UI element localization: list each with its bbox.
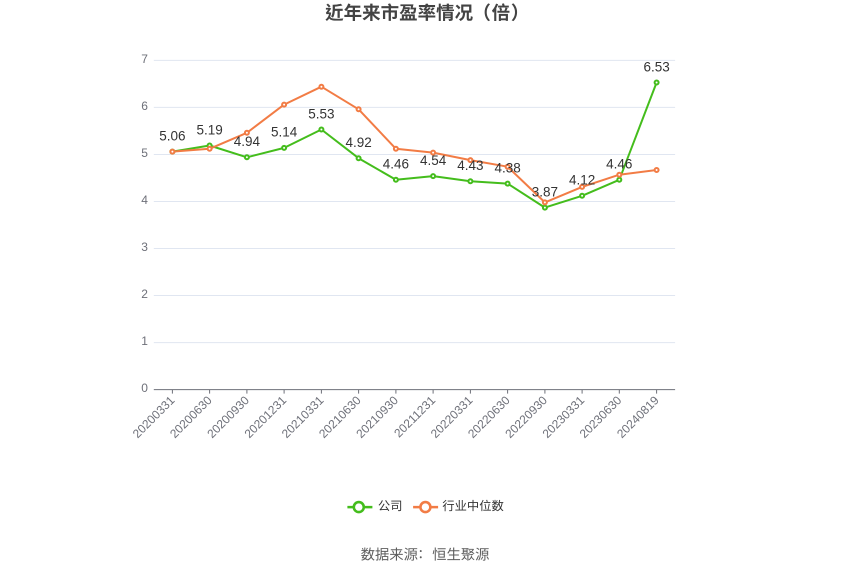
svg-text:4.46: 4.46: [606, 157, 632, 172]
svg-text:5.06: 5.06: [159, 128, 185, 143]
svg-text:6.53: 6.53: [643, 59, 669, 74]
svg-text:5.53: 5.53: [308, 106, 334, 121]
svg-text:5.19: 5.19: [196, 122, 222, 137]
svg-text:0: 0: [141, 381, 148, 395]
svg-text:4.38: 4.38: [494, 160, 520, 175]
svg-text:6: 6: [141, 99, 148, 113]
svg-text:4: 4: [141, 193, 148, 207]
svg-text:3.87: 3.87: [532, 184, 558, 199]
svg-text:4.94: 4.94: [234, 134, 261, 149]
svg-text:4.12: 4.12: [569, 173, 595, 188]
svg-text:4.43: 4.43: [457, 158, 483, 173]
svg-text:5.14: 5.14: [271, 125, 298, 140]
svg-text:5: 5: [141, 146, 148, 160]
svg-text:4.54: 4.54: [420, 153, 447, 168]
svg-text:2: 2: [141, 287, 148, 301]
svg-text:1: 1: [141, 334, 148, 348]
svg-text:4.92: 4.92: [345, 135, 371, 150]
svg-text:4.46: 4.46: [383, 157, 409, 172]
svg-text:7: 7: [141, 52, 148, 66]
svg-text:3: 3: [141, 240, 148, 254]
